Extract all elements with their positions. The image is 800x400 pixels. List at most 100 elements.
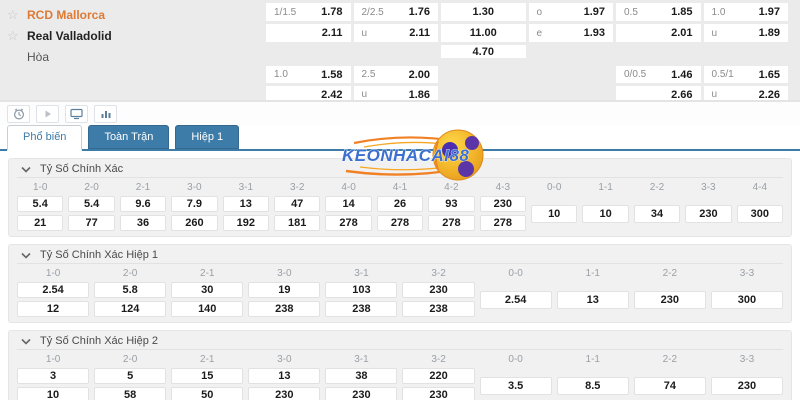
score-header: 0-0	[508, 267, 523, 279]
score-odds-cell[interactable]: 58	[94, 387, 167, 400]
draw-odds-cell[interactable]: 2.54	[479, 290, 552, 309]
score-odds-cell[interactable]: 50	[171, 387, 244, 400]
draw-odds-cell[interactable]: 74	[633, 376, 706, 395]
score-odds-cell[interactable]: 230	[402, 282, 475, 298]
odds-cell[interactable]: 0.5 1.85	[616, 3, 701, 21]
draw-odds-cell[interactable]: 300	[736, 204, 783, 223]
draw-odds-cell[interactable]: 230	[710, 376, 783, 395]
odds-line-label: u	[711, 89, 718, 100]
draw-odds-cell[interactable]: 300	[710, 290, 783, 309]
score-odds-cell[interactable]: 278	[428, 215, 475, 231]
odds-cell[interactable]: 11.00	[441, 24, 526, 42]
score-odds-cell[interactable]: 140	[171, 301, 244, 317]
score-odds-cell[interactable]: 14	[325, 196, 372, 212]
section-title: Tỷ Số Chính Xác Hiệp 2	[40, 335, 159, 347]
odds-cell[interactable]: 2.01	[616, 24, 701, 42]
odds-cell[interactable]: 4.70	[441, 45, 526, 58]
odds-cell[interactable]: u 1.89	[703, 24, 788, 42]
odds-cell[interactable]: 2/2.5 1.76	[353, 3, 438, 21]
favorite-star-icon[interactable]: ☆	[7, 27, 19, 43]
tab-phổ-biến[interactable]: Phổ biến	[7, 125, 83, 151]
score-odds-cell[interactable]: 36	[119, 215, 167, 231]
score-odds-cell[interactable]: 238	[402, 301, 475, 317]
score-odds-cell[interactable]: 220	[402, 368, 475, 384]
score-odds-cell[interactable]: 7.9	[171, 196, 218, 212]
score-odds-cell[interactable]: 26	[376, 196, 424, 212]
score-odds-cell[interactable]: 230	[325, 387, 398, 400]
odds-cell[interactable]: 2.5 2.00	[353, 66, 438, 83]
score-odds-cell[interactable]: 19	[248, 282, 321, 298]
section-header[interactable]: Tỷ Số Chính Xác Hiệp 2	[17, 333, 783, 350]
score-odds-cell[interactable]: 47	[274, 196, 321, 212]
tab-toàn-trận[interactable]: Toàn Trận	[88, 125, 170, 149]
odds-cell[interactable]: 2.11	[266, 24, 351, 42]
score-header: 3-0	[187, 181, 202, 193]
draw-odds-cell[interactable]: 13	[556, 290, 629, 309]
chevron-down-icon[interactable]	[21, 332, 31, 350]
score-odds-cell[interactable]: 124	[94, 301, 167, 317]
monitor-icon[interactable]	[65, 104, 88, 123]
chevron-down-icon[interactable]	[21, 246, 31, 264]
play-icon[interactable]	[36, 104, 59, 123]
draw-odds-cell[interactable]: 230	[685, 204, 732, 223]
draw-odds-cell[interactable]: 230	[633, 290, 706, 309]
odds-cell[interactable]: 2.42	[266, 86, 351, 103]
score-odds-cell[interactable]: 38	[325, 368, 398, 384]
draw-odds-cell[interactable]: 8.5	[556, 376, 629, 395]
score-header: 4-1	[392, 181, 408, 193]
favorite-star-icon[interactable]: ☆	[7, 6, 19, 22]
score-odds-cell[interactable]: 260	[171, 215, 218, 231]
odds-cell[interactable]: 1.0 1.97	[703, 3, 788, 21]
odds-cell[interactable]: o 1.97	[528, 3, 613, 21]
score-odds-cell[interactable]: 93	[428, 196, 475, 212]
score-odds-cell[interactable]: 278	[376, 215, 424, 231]
tab-hiệp-1[interactable]: Hiệp 1	[175, 125, 240, 149]
odds-cell[interactable]: 0.5/1 1.65	[703, 66, 788, 83]
score-odds-cell[interactable]: 5.4	[68, 196, 115, 212]
odds-line-label: e	[536, 27, 543, 39]
score-odds-cell[interactable]: 13	[248, 368, 321, 384]
odds-cell[interactable]: u 2.11	[353, 24, 438, 42]
odds-cell[interactable]: u 1.86	[353, 86, 438, 103]
draw-odds-cell[interactable]: 34	[633, 204, 681, 223]
section-header[interactable]: Tỷ Số Chính Xác	[17, 161, 783, 178]
score-odds-cell[interactable]: 278	[479, 215, 526, 231]
score-odds-cell[interactable]: 21	[17, 215, 64, 231]
score-odds-cell[interactable]: 10	[17, 387, 90, 400]
odds-cell[interactable]: 0/0.5 1.46	[616, 66, 701, 83]
chevron-down-icon[interactable]	[21, 160, 31, 178]
score-odds-cell[interactable]: 238	[248, 301, 321, 317]
score-odds-cell[interactable]: 230	[479, 196, 526, 212]
odds-cell[interactable]: u 2.26	[703, 86, 788, 103]
draw-odds-cell[interactable]: 3.5	[479, 376, 552, 395]
score-odds-cell[interactable]: 2.54	[17, 282, 90, 298]
score-odds-cell[interactable]: 15	[171, 368, 244, 384]
score-odds-cell[interactable]: 9.6	[119, 196, 167, 212]
score-odds-cell[interactable]: 238	[325, 301, 398, 317]
score-odds-cell[interactable]: 12	[17, 301, 90, 317]
odds-cell[interactable]: 1/1.5 1.78	[266, 3, 351, 21]
score-odds-cell[interactable]: 181	[274, 215, 321, 231]
score-odds-cell[interactable]: 103	[325, 282, 398, 298]
score-odds-cell[interactable]: 30	[171, 282, 244, 298]
score-odds-cell[interactable]: 192	[222, 215, 269, 231]
score-odds-cell[interactable]: 3	[17, 368, 90, 384]
draw-odds-cell[interactable]: 10	[582, 204, 629, 223]
chart-icon[interactable]	[94, 104, 117, 123]
score-odds-cell[interactable]: 77	[68, 215, 115, 231]
odds-cell[interactable]: 1.0 1.58	[266, 66, 351, 83]
score-odds-cell[interactable]: 5.8	[94, 282, 167, 298]
score-odds-cell[interactable]: 230	[248, 387, 321, 400]
odds-cell[interactable]: 1.30	[441, 3, 526, 21]
score-odds-cell[interactable]: 13	[222, 196, 269, 212]
score-odds-cell[interactable]: 5	[94, 368, 167, 384]
odds-cell[interactable]: 2.66	[616, 86, 701, 103]
score-odds-cell[interactable]: 278	[325, 215, 372, 231]
score-odds-cell[interactable]: 230	[402, 387, 475, 400]
score-odds-cell[interactable]: 5.4	[17, 196, 64, 212]
section-header[interactable]: Tỷ Số Chính Xác Hiệp 1	[17, 247, 783, 264]
odds-block-main: 1/1.5 1.78 2/2.5 1.76 1.30 o 1.97 0.5 1.85 1.0 1.9…	[266, 3, 788, 58]
odds-cell[interactable]: e 1.93	[528, 24, 613, 42]
draw-odds-cell[interactable]: 10	[531, 204, 578, 223]
clock-icon[interactable]	[7, 104, 30, 123]
